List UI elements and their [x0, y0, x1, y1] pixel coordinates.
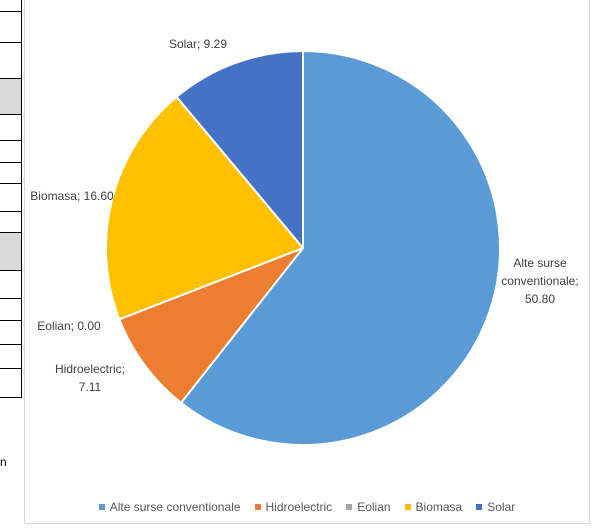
chart-legend[interactable]: Alte surse conventionale Hidroelectric Eol…	[24, 500, 590, 514]
pie-slice-biomasa[interactable]	[105, 95, 304, 321]
column-border	[21, 0, 22, 398]
legend-label: Eolian	[357, 500, 391, 514]
data-label-hidroelectric: Hidroelectric; 7.11	[55, 362, 125, 394]
grid-line	[0, 162, 22, 163]
pie-slice-solar[interactable]	[175, 50, 304, 249]
grid-line	[0, 320, 22, 321]
legend-swatch	[404, 504, 411, 510]
grid-line	[0, 183, 22, 184]
grid-line	[0, 140, 22, 141]
grid-line	[0, 232, 22, 233]
legend-swatch	[98, 504, 105, 510]
data-label-line: Eolian; 0.00	[37, 319, 101, 333]
data-label-solar: Solar; 9.29	[169, 37, 227, 51]
data-label-line: conventionale;	[501, 274, 578, 288]
data-labels: Alte surse conventionale; 50.80 Hidroelectr…	[30, 37, 578, 394]
legend-label: Solar	[487, 500, 516, 514]
grid-line	[0, 211, 22, 212]
grid-line	[0, 270, 22, 271]
grid-line	[0, 368, 22, 369]
pie-slices	[105, 50, 501, 446]
pie-slice-hidroelectric[interactable]	[118, 247, 304, 404]
data-label-line: Alte surse	[513, 256, 567, 270]
data-label-line: 50.80	[525, 292, 555, 306]
legend-item-alte-surse-conventionale[interactable]: Alte surse conventionale	[98, 500, 241, 514]
pie-slice-alte-surse-conventionale[interactable]	[180, 50, 501, 446]
legend-swatch	[346, 504, 353, 510]
header-row-band	[0, 78, 22, 114]
legend-swatch	[254, 504, 261, 510]
legend-label: Biomasa	[415, 500, 463, 514]
grid-line	[0, 298, 22, 299]
data-label-biomasa: Biomasa; 16.60	[30, 189, 114, 203]
grid-line	[0, 11, 22, 12]
data-label-eolian: Eolian; 0.00	[37, 319, 101, 333]
grid-line	[0, 78, 22, 79]
legend-item-biomasa[interactable]: Biomasa	[404, 500, 463, 514]
header-row-band	[0, 232, 22, 270]
grid-line	[0, 397, 22, 398]
data-label-line: Hidroelectric;	[55, 362, 125, 376]
grid-line	[0, 42, 22, 43]
legend-swatch	[476, 504, 483, 510]
grid-line	[0, 344, 22, 345]
legend-label: Hidroelectric	[265, 500, 333, 514]
data-label-line: Biomasa; 16.60	[30, 189, 114, 203]
legend-label: Alte surse conventionale	[109, 500, 241, 514]
data-label-line: Solar; 9.29	[169, 37, 227, 51]
data-label-line: 7.11	[79, 380, 102, 394]
data-label-alte-surse-conventionale: Alte surse conventionale; 50.80	[501, 256, 578, 306]
legend-item-hidroelectric[interactable]: Hidroelectric	[254, 500, 333, 514]
spreadsheet-fragment: n	[0, 0, 22, 530]
legend-item-solar[interactable]: Solar	[476, 500, 515, 514]
cut-cell-text: n	[0, 455, 7, 469]
grid-line	[0, 114, 22, 115]
legend-item-eolian[interactable]: Eolian	[346, 500, 391, 514]
